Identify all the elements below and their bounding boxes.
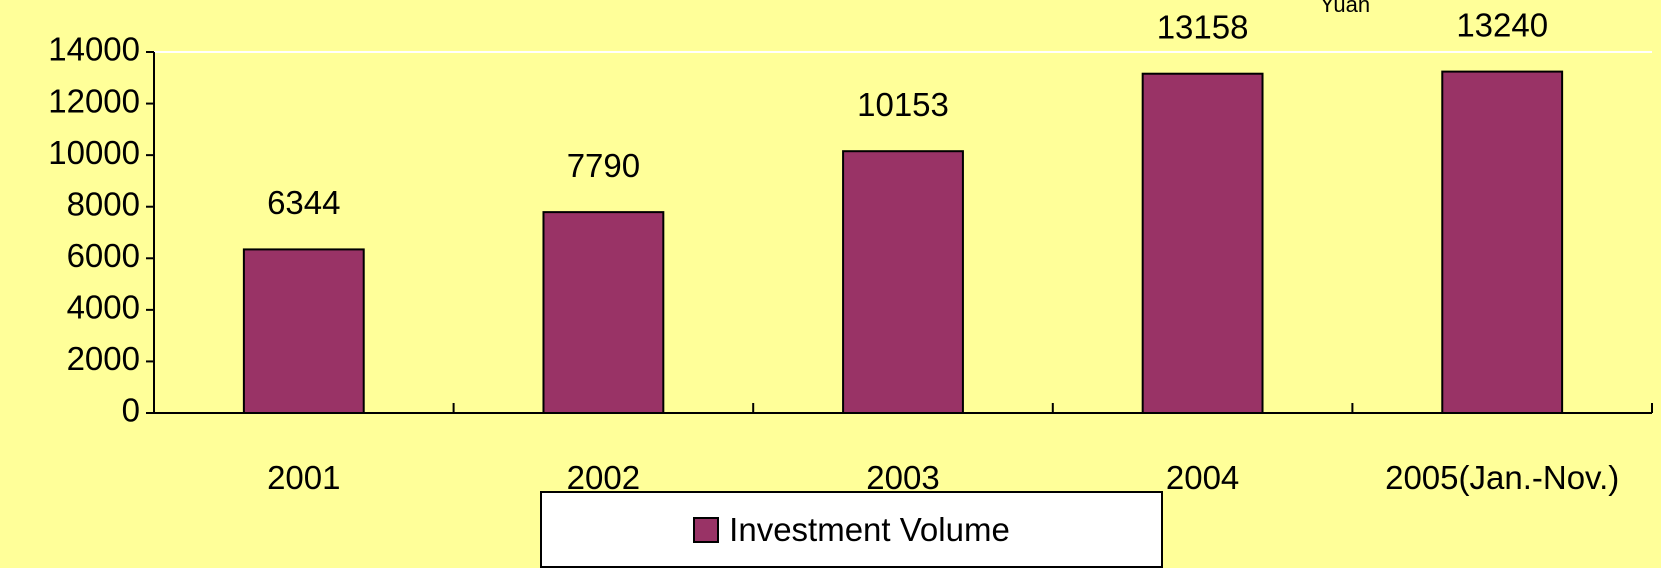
value-label: 13158 xyxy=(1157,8,1249,45)
x-tick-label: 2004 xyxy=(1165,459,1240,496)
legend-label: Investment Volume xyxy=(729,510,1010,548)
value-label: 10153 xyxy=(857,86,949,123)
x-tick-label: 2005(Jan.-Nov.) xyxy=(1385,459,1620,496)
y-tick-label: 12000 xyxy=(48,82,140,119)
bar xyxy=(542,211,665,414)
bar xyxy=(1441,70,1564,415)
x-tick-label: 2002 xyxy=(566,459,641,496)
value-label: 6344 xyxy=(267,184,340,221)
legend: Investment Volume xyxy=(540,491,1163,568)
y-tick-label: 10000 xyxy=(48,134,140,171)
y-tick-label: 14000 xyxy=(48,31,140,68)
y-tick-label: 6000 xyxy=(67,237,140,274)
y-tick-label: 0 xyxy=(122,392,140,429)
legend-swatch xyxy=(693,516,720,543)
y-tick-label: 2000 xyxy=(67,340,140,377)
bar xyxy=(242,248,365,414)
bar xyxy=(842,150,964,415)
value-label: 13240 xyxy=(1456,6,1548,43)
y-tick-label: 4000 xyxy=(67,289,140,326)
unit-label: Yuan xyxy=(1320,0,1370,17)
value-label: 7790 xyxy=(567,147,640,184)
y-tick-label: 8000 xyxy=(67,185,140,222)
bar xyxy=(1141,72,1264,414)
x-tick-label: 2001 xyxy=(267,459,341,496)
x-tick-label: 2003 xyxy=(866,459,940,496)
